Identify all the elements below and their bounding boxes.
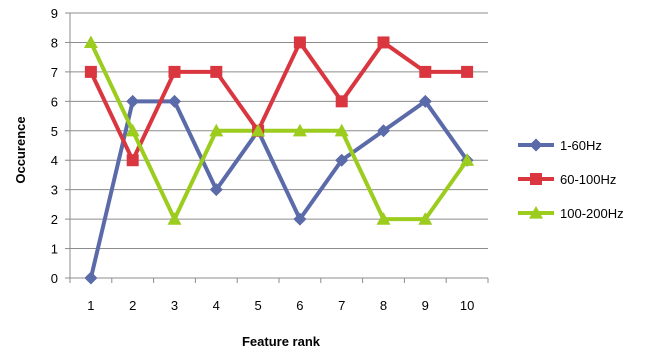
x-tick-label: 9	[422, 298, 429, 313]
data-point	[334, 123, 349, 137]
y-axis-ticks: 0 1 2 3 4 5 6 7 8 9	[51, 6, 70, 286]
legend-marker	[530, 173, 542, 185]
x-axis-ticks: 1 2 3 4 5 6 7 8 9 10	[69, 278, 489, 313]
legend: 1-60Hz 60-100Hz 100-200Hz	[518, 138, 624, 221]
data-point	[418, 212, 433, 225]
x-tick-label: 5	[254, 298, 261, 313]
y-tick-label: 0	[51, 271, 58, 286]
x-tick-label: 10	[460, 298, 474, 313]
data-point	[335, 95, 348, 108]
y-tick-label: 4	[51, 153, 58, 168]
y-axis-title: Occurence	[13, 116, 28, 183]
legend-item: 1-60Hz	[518, 138, 602, 153]
data-point	[209, 183, 223, 197]
y-tick-label: 6	[51, 94, 58, 109]
series-line-1	[88, 40, 470, 163]
data-point	[377, 36, 390, 49]
data-point	[293, 212, 307, 226]
data-point	[418, 94, 432, 108]
y-tick-label: 5	[51, 124, 58, 139]
data-point	[167, 212, 182, 225]
legend-item: 60-100Hz	[518, 172, 616, 187]
legend-marker	[529, 206, 543, 219]
data-point	[168, 65, 181, 78]
data-point	[84, 271, 98, 285]
legend-label: 100-200Hz	[560, 206, 624, 221]
series-line-2	[88, 40, 470, 222]
legend-label: 1-60Hz	[560, 138, 602, 153]
data-point	[377, 124, 390, 138]
data-point	[125, 123, 140, 137]
data-point	[419, 65, 432, 78]
series-lines	[88, 40, 470, 280]
x-axis-title: Feature rank	[242, 334, 321, 349]
data-point	[83, 35, 98, 49]
x-tick-label: 6	[296, 298, 303, 313]
data-point	[126, 154, 139, 167]
x-tick-label: 1	[87, 298, 94, 313]
y-tick-label: 7	[51, 65, 58, 80]
data-point	[168, 94, 181, 108]
legend-label: 60-100Hz	[560, 172, 616, 187]
data-point	[460, 153, 475, 166]
legend-marker	[529, 138, 543, 152]
series-markers	[83, 35, 475, 285]
x-tick-label: 2	[129, 298, 136, 313]
data-point	[293, 36, 306, 49]
data-point	[461, 65, 474, 78]
y-tick-label: 9	[51, 6, 58, 21]
data-point	[335, 153, 349, 167]
y-tick-label: 2	[51, 212, 58, 227]
data-point	[126, 94, 140, 108]
data-point	[292, 123, 307, 137]
x-tick-label: 3	[171, 298, 178, 313]
legend-item: 100-200Hz	[518, 206, 624, 221]
data-point	[376, 212, 391, 225]
data-point	[84, 65, 97, 78]
y-tick-label: 8	[51, 35, 58, 50]
x-tick-label: 7	[338, 298, 345, 313]
series-line-0	[88, 99, 470, 280]
data-point	[251, 123, 266, 137]
y-tick-label: 3	[51, 183, 58, 198]
data-point	[209, 123, 224, 137]
x-tick-label: 8	[380, 298, 387, 313]
y-tick-label: 1	[51, 242, 58, 257]
x-tick-label: 4	[213, 298, 220, 313]
data-point	[210, 65, 223, 78]
